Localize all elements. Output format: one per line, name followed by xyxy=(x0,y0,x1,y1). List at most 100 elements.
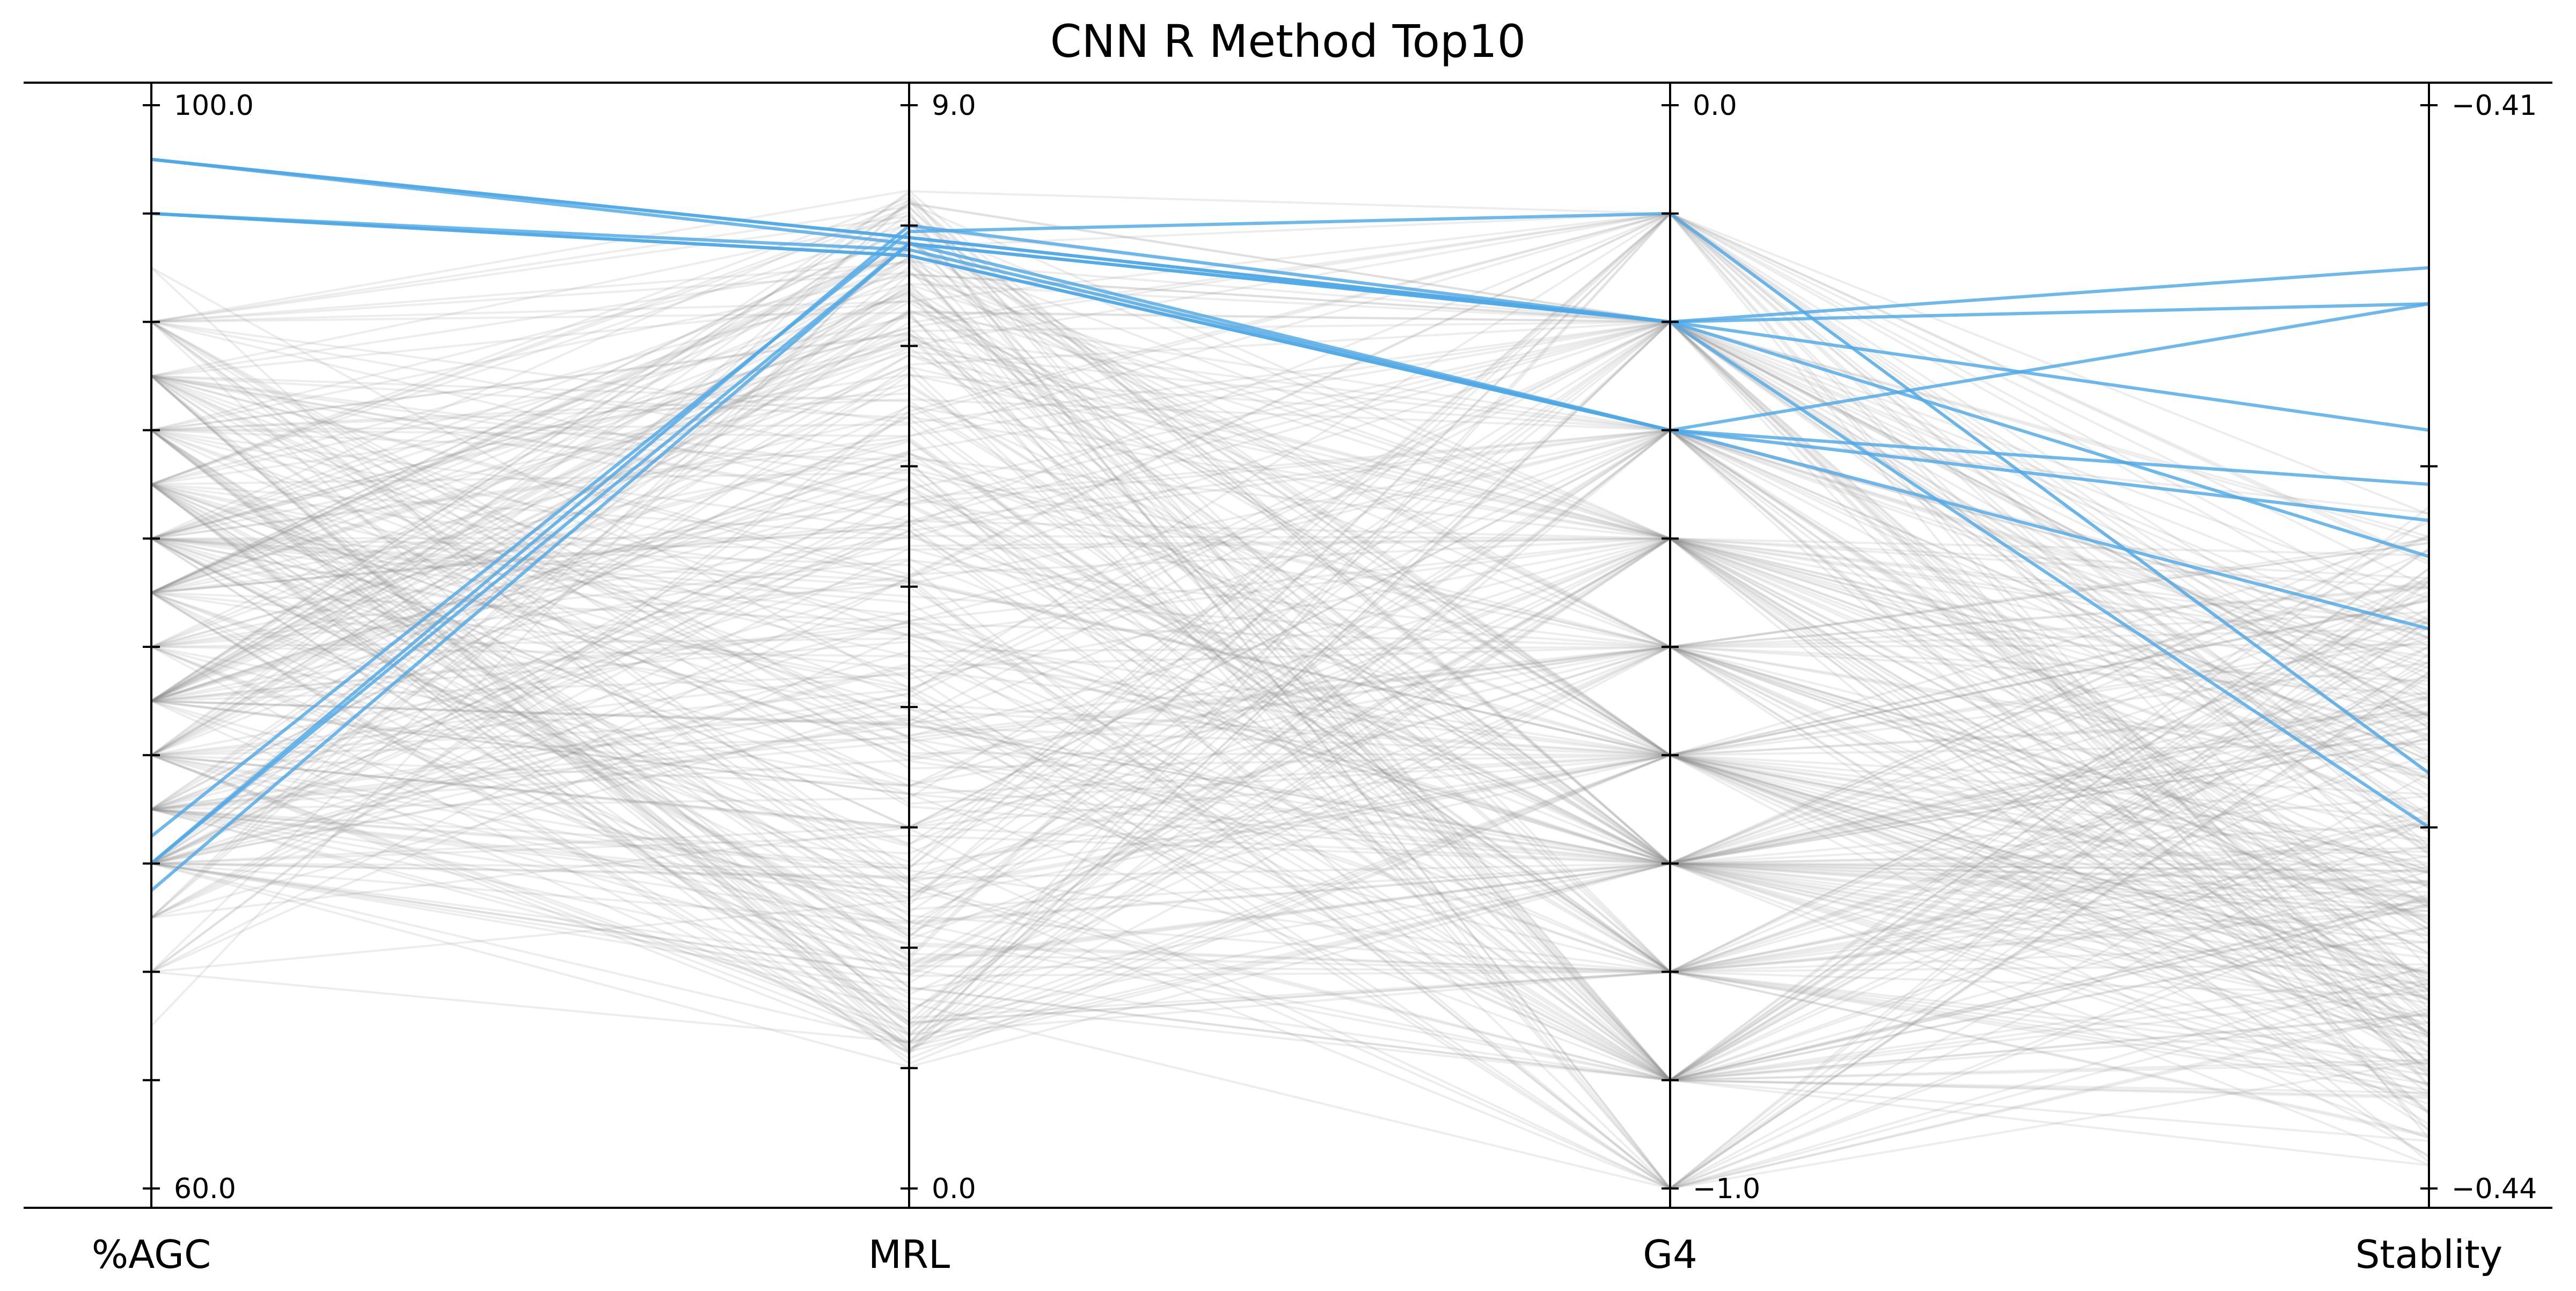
background-line xyxy=(151,311,2429,703)
background-line xyxy=(151,549,2429,865)
background-line xyxy=(151,428,2430,1077)
axis-label: Stablity xyxy=(2355,1232,2503,1277)
background-line xyxy=(151,320,2430,992)
tick-label-max: −0.41 xyxy=(2451,90,2537,122)
background-line xyxy=(150,375,2429,1019)
tick-label-max: 9.0 xyxy=(932,90,976,122)
background-line xyxy=(151,320,2429,811)
background-line xyxy=(151,411,2429,1091)
background-line xyxy=(151,452,2429,843)
background-line xyxy=(151,342,2429,735)
background-line xyxy=(151,335,2430,1114)
background-line xyxy=(151,320,2429,759)
background-line xyxy=(151,282,2429,725)
background-line xyxy=(151,373,2429,737)
background-line xyxy=(151,468,2429,772)
tick-label-min: −1.0 xyxy=(1693,1173,1760,1205)
background-line xyxy=(151,646,2429,1190)
background-line xyxy=(151,272,2429,682)
background-line xyxy=(151,754,2429,966)
background-line xyxy=(151,375,2429,925)
background-line xyxy=(150,273,2429,919)
background-line xyxy=(151,429,2430,1190)
background-line xyxy=(150,320,2430,1024)
background-line xyxy=(151,211,2430,991)
background-line xyxy=(150,375,2429,1044)
background-line xyxy=(150,211,2430,1140)
background-line xyxy=(151,375,2430,1115)
background-line xyxy=(151,485,2429,1045)
tick-label-max: 0.0 xyxy=(1693,90,1737,122)
background-line xyxy=(151,645,2429,874)
background-line xyxy=(151,429,2430,935)
background-line xyxy=(151,547,2430,1082)
background-line xyxy=(151,338,2430,1163)
background-line xyxy=(150,256,2429,991)
background-line xyxy=(151,212,2429,811)
background-line xyxy=(151,537,2429,973)
background-line xyxy=(151,537,2429,1054)
background-line xyxy=(151,383,2429,865)
background-line xyxy=(150,320,2430,938)
background-line xyxy=(151,320,2429,728)
background-line xyxy=(151,645,2429,905)
background-line xyxy=(151,547,2429,1037)
background-line xyxy=(151,269,2429,973)
background-line xyxy=(151,375,2429,937)
background-line xyxy=(151,754,2429,1113)
background-line xyxy=(151,313,2429,1082)
background-line xyxy=(151,537,2429,1005)
background-line xyxy=(150,211,2430,1190)
background-line xyxy=(151,320,2430,804)
background-line xyxy=(151,590,2429,880)
background-line xyxy=(151,429,2429,727)
background-line xyxy=(151,513,2429,973)
background-line xyxy=(151,212,2429,594)
background-line xyxy=(151,429,2429,761)
background-line xyxy=(151,259,2429,1082)
background-line xyxy=(151,700,2429,973)
background-line xyxy=(150,375,2430,1082)
background-line xyxy=(151,429,2429,797)
background-line xyxy=(151,300,2430,1001)
background-line xyxy=(150,375,2429,974)
background-line xyxy=(151,537,2429,1082)
background-line xyxy=(151,320,2429,699)
background-line xyxy=(151,483,2429,847)
top10-lines xyxy=(150,157,2430,892)
background-line xyxy=(151,645,2429,878)
background-line xyxy=(151,537,2430,1112)
background-line xyxy=(150,202,2429,885)
background-line xyxy=(151,293,2429,1001)
background-line xyxy=(151,592,2429,820)
background-line xyxy=(151,718,2429,1024)
background-line xyxy=(151,375,2429,882)
background-line xyxy=(151,645,2429,979)
background-line xyxy=(151,320,2430,870)
background-line xyxy=(151,645,2430,1130)
chart-title: CNN R Method Top10 xyxy=(1050,15,1526,68)
background-line xyxy=(150,483,2429,1052)
background-line xyxy=(151,429,2430,1018)
background-line xyxy=(151,429,2429,959)
background-line xyxy=(151,429,2430,909)
background-line xyxy=(151,310,2430,1076)
background-line xyxy=(150,483,2429,1024)
background-line xyxy=(151,212,2430,890)
background-line xyxy=(151,622,2429,702)
background-line xyxy=(151,288,2429,865)
background-line xyxy=(151,249,2430,1082)
background-line xyxy=(150,429,2429,996)
background-line xyxy=(151,537,2430,1034)
background-line xyxy=(150,483,2429,1157)
background-line xyxy=(151,290,2429,1105)
background-line xyxy=(150,429,2429,924)
background-line xyxy=(151,242,2429,648)
background-line xyxy=(151,646,2429,865)
background-line xyxy=(151,483,2429,758)
background-line xyxy=(151,537,2429,941)
background-line xyxy=(151,661,2429,796)
background-line xyxy=(151,415,2429,811)
background-line xyxy=(151,653,2430,1190)
